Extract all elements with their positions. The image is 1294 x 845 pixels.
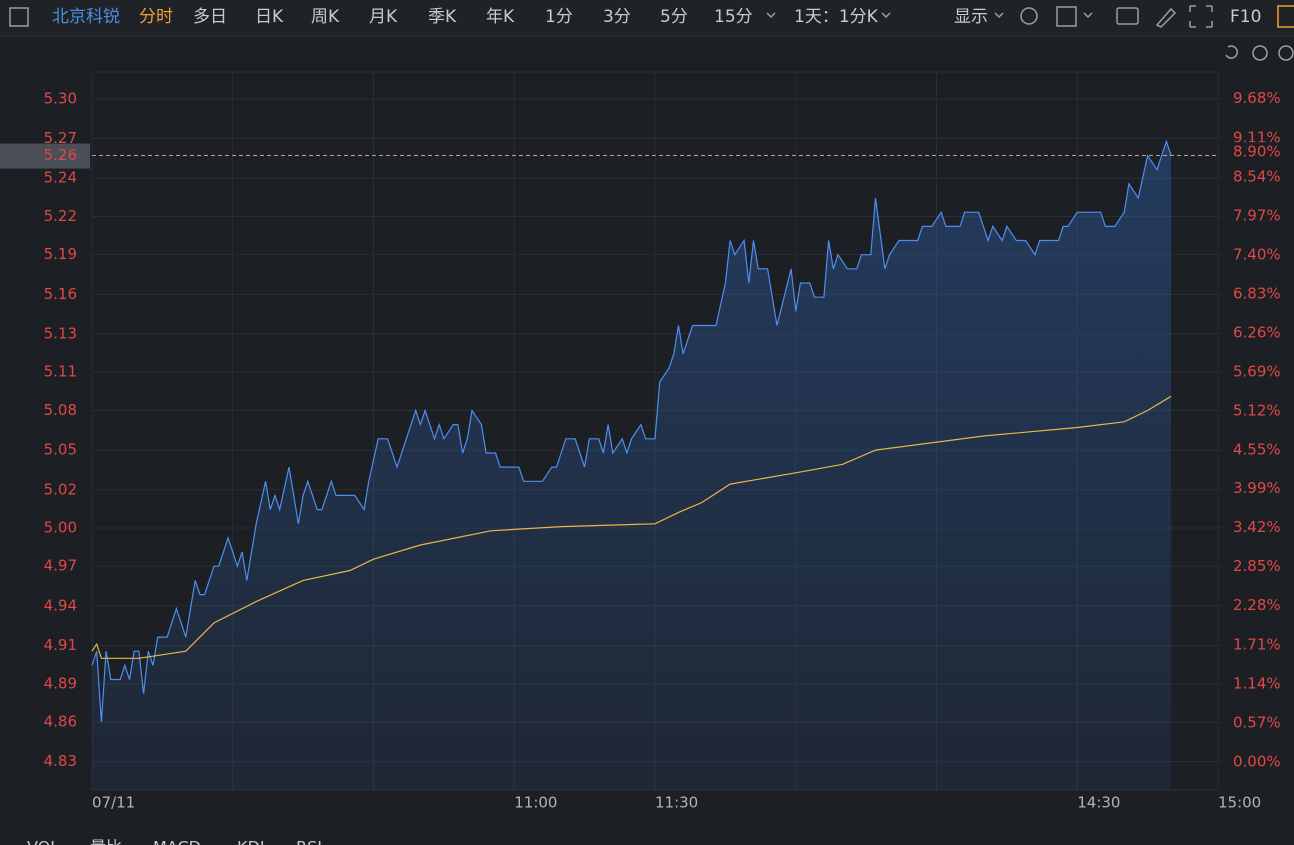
y-tick-label: 4.89 <box>44 674 77 692</box>
y2-tick-label: 0.57% <box>1233 713 1281 731</box>
y2-tick-label: 5.12% <box>1233 402 1281 420</box>
y-tick-label: 5.22 <box>44 207 77 225</box>
toolbar-tab[interactable]: 显示 <box>954 7 988 27</box>
y-tick-label: 4.91 <box>44 636 77 654</box>
last-price-label: 5.26 <box>44 146 77 164</box>
y-tick-label: 5.11 <box>44 363 77 381</box>
price-line <box>91 139 1172 723</box>
y2-tick-label: 9.68% <box>1233 89 1281 107</box>
y2-tick-label: 1.14% <box>1233 674 1281 692</box>
draw-box[interactable] <box>1056 6 1077 27</box>
indicator-tab[interactable]: RSI <box>296 838 322 845</box>
indicator-tab[interactable]: KDJ <box>237 838 265 845</box>
toolbar-tab[interactable]: 年K <box>486 7 515 27</box>
y-tick-label: 5.13 <box>44 324 77 342</box>
x-tick-label: 14:30 <box>1077 794 1120 812</box>
price-area <box>92 141 1172 790</box>
dropdown-caret <box>1083 12 1093 19</box>
stock-name[interactable]: 北京科锐 <box>52 7 120 27</box>
y2-tick-label: 7.97% <box>1233 206 1281 224</box>
toolbar-tab[interactable]: 多日 <box>193 7 227 27</box>
y-tick-label: 4.83 <box>44 752 77 770</box>
x-tick-label: 15:00 <box>1218 794 1261 812</box>
average-line <box>91 395 1172 659</box>
toolbar-tab[interactable]: 5分 <box>660 7 688 27</box>
toolbar-tab[interactable]: F10 <box>1230 7 1261 27</box>
sidebar-toggle[interactable] <box>9 7 29 27</box>
x-tick-label: 11:30 <box>655 794 698 812</box>
y-tick-label: 5.19 <box>44 245 77 263</box>
y2-tick-label: 2.28% <box>1233 596 1281 614</box>
zoom-out[interactable] <box>1252 45 1268 61</box>
y2-tick-label: 3.99% <box>1233 479 1281 497</box>
toolbar-tab[interactable]: 1天：1分K <box>794 7 879 27</box>
last-pct-box <box>1222 142 1292 163</box>
toolbar-tab[interactable]: 3分 <box>603 7 631 27</box>
y-tick-label: 5.05 <box>44 441 77 459</box>
y2-tick-label: 4.55% <box>1233 441 1281 459</box>
y2-tick-label: 5.69% <box>1233 363 1281 381</box>
y-tick-label: 5.27 <box>44 129 77 147</box>
y-tick-label: 5.24 <box>44 169 77 187</box>
toolbar-tab[interactable]: 1分 <box>545 7 573 27</box>
y2-tick-label: 6.83% <box>1233 284 1281 302</box>
y-tick-label: 4.97 <box>44 557 77 575</box>
y2-tick-label: 6.26% <box>1233 324 1281 342</box>
indicator-tab[interactable]: VOL <box>27 838 59 845</box>
y-tick-label: 5.16 <box>44 285 77 303</box>
indicator-tab[interactable]: MACD <box>153 838 201 845</box>
y-tick-label: 4.86 <box>44 713 77 731</box>
toolbar-tab[interactable]: 季K <box>428 7 457 27</box>
toolbar-tab[interactable]: 日K <box>255 7 284 27</box>
y-tick-label: 5.00 <box>44 519 77 537</box>
fullscreen-icon[interactable] <box>1189 5 1213 28</box>
toolbar-tab[interactable]: 15分 <box>714 7 753 27</box>
x-tick-label: 07/11 <box>92 794 135 812</box>
dropdown-caret <box>994 12 1004 19</box>
last-pct-label: 8.90% <box>1233 143 1281 161</box>
reset-icon[interactable] <box>1225 45 1238 59</box>
panel-icon[interactable] <box>1277 5 1294 28</box>
y2-tick-label: 2.85% <box>1233 557 1281 575</box>
y-tick-label: 5.02 <box>44 480 77 498</box>
y2-tick-label: 8.54% <box>1233 167 1281 185</box>
dropdown-caret <box>881 12 891 19</box>
y2-tick-label: 9.11% <box>1233 128 1281 146</box>
toolbar <box>0 0 1294 36</box>
toolbar-tab[interactable]: 月K <box>369 7 398 27</box>
settings-icon[interactable] <box>1020 7 1038 25</box>
y-tick-label: 4.94 <box>44 596 77 614</box>
y2-tick-label: 0.00% <box>1233 752 1281 770</box>
y-tick-label: 5.30 <box>44 89 77 107</box>
pen-icon[interactable] <box>1155 7 1177 28</box>
y-tick-label: 5.08 <box>44 401 77 419</box>
camera-icon[interactable] <box>1116 7 1139 25</box>
y2-tick-label: 3.42% <box>1233 518 1281 536</box>
dropdown-caret <box>766 12 776 19</box>
x-tick-label: 11:00 <box>514 794 557 812</box>
y2-tick-label: 7.40% <box>1233 245 1281 263</box>
toolbar-tab[interactable]: 分时 <box>139 7 173 27</box>
toolbar-tab[interactable]: 周K <box>311 7 340 27</box>
zoom-in[interactable] <box>1278 45 1294 61</box>
y2-tick-label: 1.71% <box>1233 635 1281 653</box>
indicator-tab[interactable]: 量比 <box>90 838 122 845</box>
last-price-box <box>0 143 90 169</box>
